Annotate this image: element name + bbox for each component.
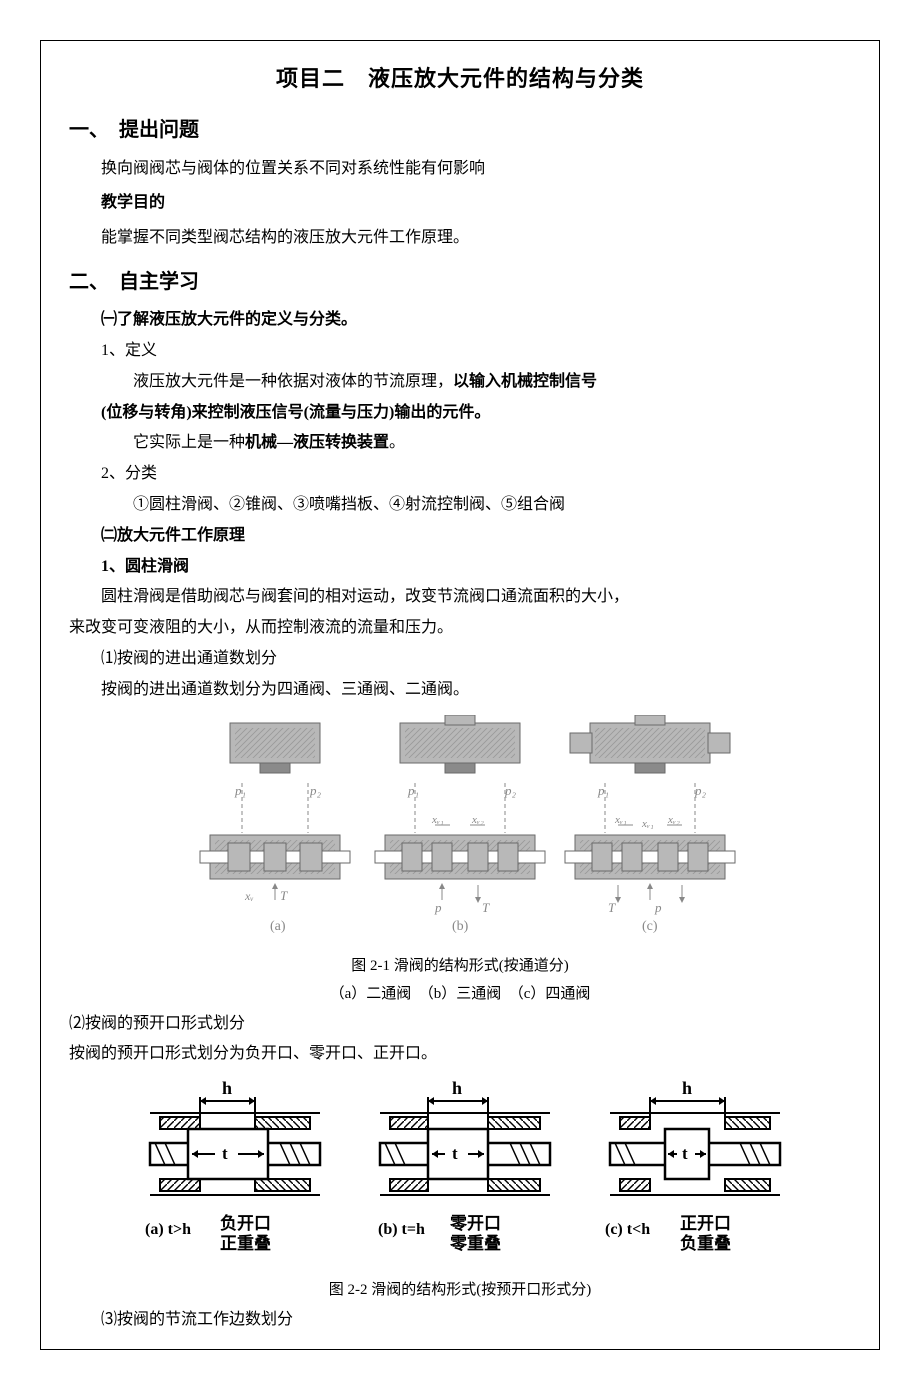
sub-2-heading: ㈡放大元件工作原理 (101, 522, 851, 551)
svg-text:p₁: p₁ (234, 783, 246, 798)
figure-2-2-caption: 图 2-2 滑阀的结构形式(按预开口形式分) (69, 1278, 851, 1302)
svg-text:T: T (608, 900, 616, 915)
figure-2-1-caption-1: 图 2-1 滑阀的结构形式(按通道分) (69, 954, 851, 978)
svg-text:t: t (222, 1144, 228, 1163)
item-1-sub-1-text: 按阀的进出通道数划分为四通阀、三通阀、二通阀。 (69, 676, 851, 705)
svg-text:p₂: p₂ (504, 783, 517, 798)
svg-text:T: T (482, 900, 490, 915)
svg-text:T: T (280, 888, 288, 903)
fig1-b: p₁ p₂ xᵥ₁ xᵥ₂ p (375, 715, 545, 934)
svg-text:t: t (452, 1144, 458, 1163)
svg-text:负重叠: 负重叠 (680, 1233, 731, 1253)
figure-2-2: h (69, 1079, 851, 1274)
svg-text:零开口: 零开口 (449, 1214, 501, 1233)
item-1-sub-1: ⑴按阀的进出通道数划分 (69, 645, 851, 674)
svg-text:h: h (682, 1079, 692, 1098)
fig2-b: h t (378, 1079, 550, 1253)
svg-text:xᵥ: xᵥ (244, 889, 254, 903)
def-line-3b: 机械—液压转换装置 (245, 434, 389, 451)
class-text: ①圆柱滑阀、②锥阀、③喷嘴挡板、④射流控制阀、⑤组合阀 (101, 491, 851, 520)
svg-text:(a) t>h: (a) t>h (145, 1221, 191, 1238)
svg-text:p₂: p₂ (309, 783, 322, 798)
section-1-goal-text: 能掌握不同类型阀芯结构的液压放大元件工作原理。 (69, 223, 851, 253)
svg-text:p₂: p₂ (694, 783, 707, 798)
svg-text:p₁: p₁ (597, 783, 609, 798)
section-1-goal-label: 教学目的 (69, 188, 851, 218)
svg-text:xᵥ₂: xᵥ₂ (667, 814, 680, 826)
def-line-1b: 以输入机械控制信号 (453, 373, 597, 390)
section-1-question: 换向阀阀芯与阀体的位置关系不同对系统性能有何影响 (69, 154, 851, 184)
svg-text:p: p (654, 900, 662, 915)
def-line-1: 液压放大元件是一种依据对液体的节流原理，以输入机械控制信号 (101, 368, 851, 397)
svg-text:p: p (434, 900, 442, 915)
item-1-heading: 1、圆柱滑阀 (101, 553, 851, 582)
svg-text:h: h (452, 1079, 462, 1098)
document-page: 项目二 液压放大元件的结构与分类 一、 提出问题 换向阀阀芯与阀体的位置关系不同… (40, 40, 880, 1350)
svg-text:h: h (222, 1079, 232, 1098)
svg-text:正重叠: 正重叠 (220, 1233, 271, 1253)
class-label: 2、分类 (101, 460, 851, 489)
fig1-a: p₁ p₂ xᵥ T (a) (200, 723, 350, 934)
section-1-heading: 一、 提出问题 (69, 113, 851, 142)
def-label: 1、定义 (101, 337, 851, 366)
svg-text:零重叠: 零重叠 (449, 1233, 501, 1253)
svg-text:(c) t<h: (c) t<h (605, 1221, 650, 1238)
item-1-sub-2: ⑵按阀的预开口形式划分 (69, 1010, 851, 1039)
svg-text:正开口: 正开口 (680, 1214, 731, 1233)
item-1-desc-2: 来改变可变液阻的大小，从而控制液流的流量和压力。 (69, 614, 851, 643)
def-line-2: (位移与转角)来控制液压信号(流量与压力)输出的元件。 (101, 399, 851, 428)
fig1-c: p₁ p₂ xᵥ₁ xᵥ₂ xᵥ₁ T (565, 715, 735, 934)
item-1-sub-3: ⑶按阀的节流工作边数划分 (101, 1306, 851, 1335)
page-title: 项目二 液压放大元件的结构与分类 (69, 61, 851, 93)
svg-text:(c): (c) (642, 919, 658, 934)
svg-text:xᵥ₁: xᵥ₁ (431, 814, 444, 826)
svg-text:xᵥ₁: xᵥ₁ (614, 814, 627, 826)
def-line-3c: 。 (389, 434, 405, 451)
sub-1-heading: ㈠了解液压放大元件的定义与分类。 (101, 306, 851, 335)
item-1-sub-2-text: 按阀的预开口形式划分为负开口、零开口、正开口。 (69, 1040, 851, 1069)
fig2-c: h t (605, 1079, 780, 1253)
svg-text:xᵥ₁: xᵥ₁ (641, 818, 654, 830)
svg-text:t: t (682, 1144, 688, 1163)
def-line-1a: 液压放大元件是一种依据对液体的节流原理， (133, 373, 453, 390)
figure-2-1: p₁ p₂ xᵥ T (a) (69, 715, 851, 950)
svg-text:(b) t=h: (b) t=h (378, 1221, 425, 1238)
def-line-3a: 它实际上是一种 (133, 434, 245, 451)
def-line-3: 它实际上是一种机械—液压转换装置。 (101, 429, 851, 458)
figure-2-2-svg: h (130, 1079, 790, 1269)
svg-text:负开口: 负开口 (220, 1213, 271, 1233)
svg-text:p₁: p₁ (407, 783, 419, 798)
item-1-desc-1: 圆柱滑阀是借助阀芯与阀套间的相对运动，改变节流阀口通流面积的大小， (69, 583, 851, 612)
figure-2-1-caption-2: （a）二通阀 （b）三通阀 （c）四通阀 (69, 982, 851, 1006)
svg-text:(b): (b) (452, 919, 469, 934)
svg-text:(a): (a) (270, 919, 286, 934)
svg-text:xᵥ₂: xᵥ₂ (471, 814, 484, 826)
fig2-a: h (145, 1079, 320, 1253)
figure-2-1-svg: p₁ p₂ xᵥ T (a) (180, 715, 740, 945)
section-2-heading: 二、 自主学习 (69, 265, 851, 294)
